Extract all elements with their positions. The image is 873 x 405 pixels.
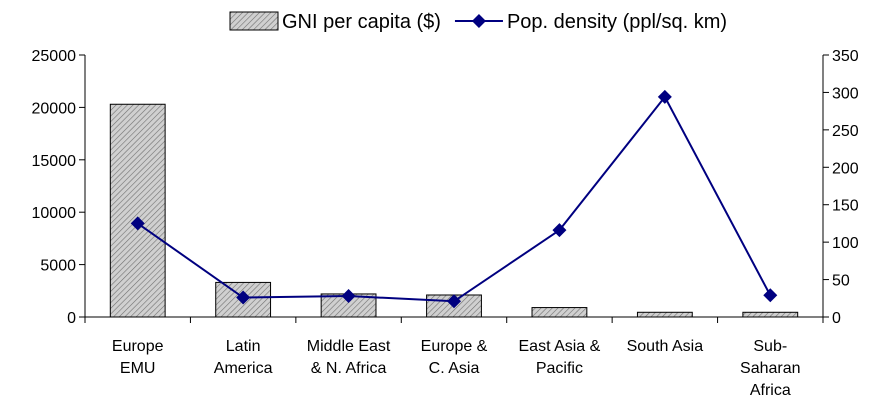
- y2-tick-label: 250: [832, 123, 859, 140]
- marker: [763, 288, 778, 303]
- y2-tick-label: 350: [832, 48, 859, 65]
- x-tick-label: America: [214, 360, 273, 377]
- y-tick-label: 5000: [40, 258, 76, 275]
- y2-tick-label: 100: [832, 235, 859, 252]
- x-tick-label: East Asia &: [519, 338, 601, 355]
- x-tick-label: Europe &: [421, 338, 488, 355]
- y2-tick-label: 50: [832, 273, 850, 290]
- legend-marker: [471, 14, 486, 28]
- y2-tick-label: 300: [832, 85, 859, 102]
- y2-tick-label: 200: [832, 160, 859, 177]
- y-tick-label: 10000: [32, 205, 77, 222]
- y-tick-label: 25000: [32, 48, 77, 65]
- y-tick-label: 15000: [32, 153, 77, 170]
- legend-label: GNI per capita ($): [282, 11, 441, 33]
- bar: [742, 311, 799, 318]
- x-tick-label: Middle East: [307, 338, 391, 355]
- marker: [130, 216, 145, 231]
- bar: [109, 103, 166, 318]
- x-tick-label: & N. Africa: [311, 360, 387, 377]
- y-tick-label: 0: [67, 310, 76, 327]
- x-tick-label: C. Asia: [429, 360, 480, 377]
- marker: [341, 289, 356, 304]
- marker: [657, 89, 672, 104]
- y2-tick-label: 150: [832, 198, 859, 215]
- line: [137, 95, 772, 303]
- x-tick-label: Latin: [226, 338, 261, 355]
- marker: [236, 290, 251, 305]
- y-tick-label: 20000: [32, 100, 77, 117]
- x-tick-label: Africa: [750, 382, 791, 399]
- x-tick-label: Europe: [112, 338, 164, 355]
- bar: [636, 311, 693, 318]
- bar: [531, 307, 588, 318]
- marker: [552, 223, 567, 238]
- x-tick-label: South Asia: [627, 338, 704, 355]
- x-tick-label: EMU: [120, 360, 156, 377]
- marker: [447, 294, 461, 309]
- x-tick-label: Pacific: [536, 360, 583, 377]
- legend-label: Pop. density (ppl/sq. km): [507, 11, 727, 33]
- x-tick-label: Sub-: [753, 338, 787, 355]
- x-tick-label: Saharan: [740, 360, 801, 377]
- y2-tick-label: 0: [832, 310, 841, 327]
- legend-swatch: [229, 11, 279, 31]
